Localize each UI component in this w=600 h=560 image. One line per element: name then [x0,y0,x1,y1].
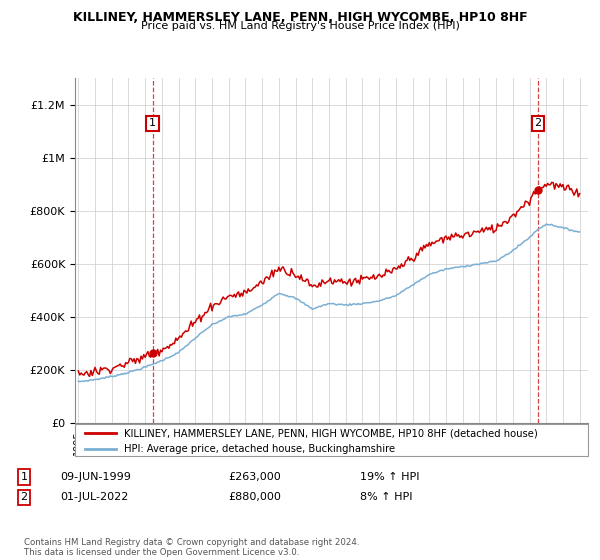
Text: 2: 2 [535,118,541,128]
FancyBboxPatch shape [75,424,588,456]
Text: Price paid vs. HM Land Registry's House Price Index (HPI): Price paid vs. HM Land Registry's House … [140,21,460,31]
Text: 1: 1 [149,118,156,128]
Text: HPI: Average price, detached house, Buckinghamshire: HPI: Average price, detached house, Buck… [124,444,395,454]
Text: 19% ↑ HPI: 19% ↑ HPI [360,472,419,482]
Text: 2: 2 [20,492,28,502]
Text: KILLINEY, HAMMERSLEY LANE, PENN, HIGH WYCOMBE, HP10 8HF: KILLINEY, HAMMERSLEY LANE, PENN, HIGH WY… [73,11,527,24]
Text: 09-JUN-1999: 09-JUN-1999 [60,472,131,482]
Text: £263,000: £263,000 [228,472,281,482]
Text: Contains HM Land Registry data © Crown copyright and database right 2024.
This d: Contains HM Land Registry data © Crown c… [24,538,359,557]
Text: 01-JUL-2022: 01-JUL-2022 [60,492,128,502]
Text: KILLINEY, HAMMERSLEY LANE, PENN, HIGH WYCOMBE, HP10 8HF (detached house): KILLINEY, HAMMERSLEY LANE, PENN, HIGH WY… [124,428,538,438]
Text: £880,000: £880,000 [228,492,281,502]
Text: 8% ↑ HPI: 8% ↑ HPI [360,492,413,502]
Text: 1: 1 [20,472,28,482]
